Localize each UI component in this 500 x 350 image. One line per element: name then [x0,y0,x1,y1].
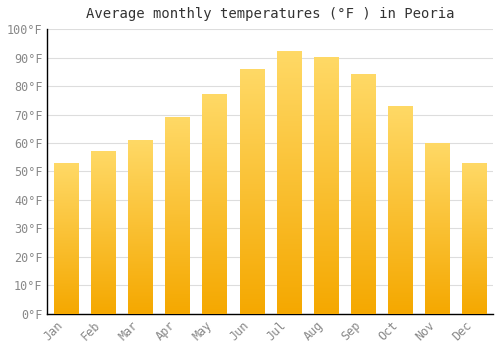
Title: Average monthly temperatures (°F ) in Peoria: Average monthly temperatures (°F ) in Pe… [86,7,455,21]
